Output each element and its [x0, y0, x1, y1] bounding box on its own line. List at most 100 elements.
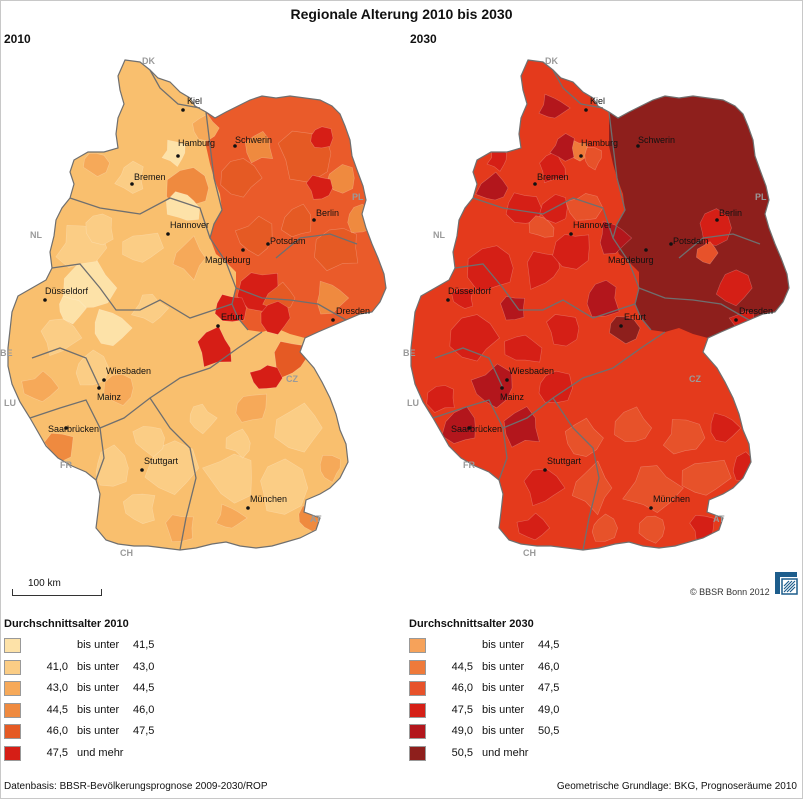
country-nl-label: NL	[30, 230, 42, 240]
district-region	[234, 215, 273, 257]
legend-to-value: 41,5	[133, 639, 155, 651]
state-border	[51, 263, 233, 319]
state-border	[149, 397, 197, 551]
district-region	[274, 341, 307, 380]
legend-to-value: 44,5	[538, 639, 560, 651]
district-region	[114, 160, 144, 194]
state-border	[31, 347, 101, 389]
scale-bar: 100 km	[12, 578, 102, 598]
state-border	[275, 233, 358, 259]
district-region	[305, 174, 333, 200]
legend-2030: Durchschnittsalter 2030 bis unter 44,5 44,…	[409, 618, 559, 766]
city-mainz-dot	[97, 386, 101, 390]
country-be-label: BE	[403, 348, 416, 358]
district-region	[319, 454, 341, 483]
district-region	[249, 364, 283, 390]
figure-title: Regionale Alterung 2010 bis 2030	[290, 6, 513, 22]
district-region	[584, 147, 602, 171]
city-wiesbaden-dot	[102, 378, 106, 382]
district-region	[220, 158, 263, 198]
district-region	[538, 370, 573, 404]
district-region	[565, 193, 604, 221]
legend-from-value: 47,5	[451, 703, 473, 716]
district-region	[314, 228, 359, 272]
city-kiel-label: Kiel	[590, 96, 605, 106]
city-magdeburg-label: Magdeburg	[205, 255, 251, 265]
city-schwerin-dot	[233, 144, 237, 148]
district-region	[161, 139, 186, 168]
scale-bar-label: 100 km	[28, 578, 61, 589]
district-region	[225, 428, 251, 459]
legend-swatch	[4, 724, 21, 740]
legend-swatch	[4, 681, 21, 697]
district-region	[516, 512, 551, 541]
country-be-label: BE	[0, 348, 13, 358]
country-cz-label: CZ	[689, 374, 701, 384]
district-region	[260, 458, 309, 515]
scale-bar-line	[12, 589, 102, 596]
district-region	[235, 393, 267, 423]
legend-range-text: bis unter	[482, 725, 525, 738]
country-cz-label: CZ	[286, 374, 298, 384]
district-region	[75, 349, 110, 386]
map-2030-year-label: 2030	[410, 32, 437, 46]
country-border	[410, 59, 790, 551]
city-hamburg-dot	[176, 154, 180, 158]
country-nl-label: NL	[433, 230, 445, 240]
city-potsdam-label: Potsdam	[673, 236, 709, 246]
legend-2010: Durchschnittsalter 2010 bis unter 41,5 41,…	[4, 618, 154, 766]
district-region	[310, 126, 334, 149]
district-region	[214, 294, 247, 322]
map-area	[8, 60, 386, 550]
legend-range-text: bis unter	[482, 639, 525, 651]
state-border	[638, 287, 750, 321]
state-border	[432, 399, 508, 481]
legend-row: 44,5 bis unter 46,0	[4, 701, 154, 723]
legend-from-value: 47,5	[46, 746, 68, 759]
city-dresden-dot	[331, 318, 335, 322]
city-bremen-dot	[533, 182, 537, 186]
city-muenchen-dot	[649, 506, 653, 510]
district-region	[638, 515, 665, 544]
district-region	[132, 426, 166, 458]
district-region	[122, 232, 164, 263]
map-2010-year-label: 2010	[4, 32, 31, 46]
country-pl-label: PL	[352, 192, 364, 202]
district-region	[586, 279, 620, 318]
district-region	[591, 513, 618, 542]
city-potsdam-dot	[669, 242, 673, 246]
legend-range-text: und mehr	[482, 746, 529, 759]
city-hannover-dot	[569, 232, 573, 236]
legend-to-value: 44,5	[133, 682, 155, 695]
district-region	[197, 326, 232, 368]
city-berlin-dot	[312, 218, 316, 222]
city-muenchen-label: München	[250, 494, 287, 504]
city-erfurt-dot	[216, 324, 220, 328]
state-border	[608, 111, 652, 331]
footer-geometry-source: Geometrische Grundlage: BKG, Prognoseräu…	[556, 781, 797, 792]
map-2030: Kiel Hamburg Schwerin Bremen Hannover Berlin P…	[403, 56, 790, 558]
district-region	[122, 493, 156, 525]
district-region	[527, 251, 560, 290]
district-region	[552, 233, 590, 270]
district-region	[696, 241, 719, 265]
legend-range-text: bis unter	[77, 639, 120, 651]
legend-2010-title: Durchschnittsalter 2010	[4, 618, 129, 630]
district-region	[192, 113, 220, 142]
city-saarbruecken-label: Saarbrücken	[48, 424, 99, 434]
legend-swatch	[409, 702, 426, 718]
district-region	[215, 503, 248, 529]
city-berlin-label: Berlin	[316, 208, 339, 218]
legend-to-value: 49,0	[538, 703, 560, 716]
legend-row: 41,0 bis unter 43,0	[4, 658, 154, 680]
country-fr-label: FR	[60, 460, 72, 470]
district-region	[470, 363, 513, 409]
city-stuttgart-dot	[140, 468, 144, 472]
legend-range-text: bis unter	[77, 682, 120, 695]
legend-row: bis unter 44,5	[409, 636, 559, 658]
city-schwerin-dot	[636, 144, 640, 148]
city-mainz-label: Mainz	[97, 392, 122, 402]
city-wiesbaden-label: Wiesbaden	[509, 366, 554, 376]
district-region	[103, 374, 134, 406]
country-dk-label: DK	[142, 56, 155, 66]
